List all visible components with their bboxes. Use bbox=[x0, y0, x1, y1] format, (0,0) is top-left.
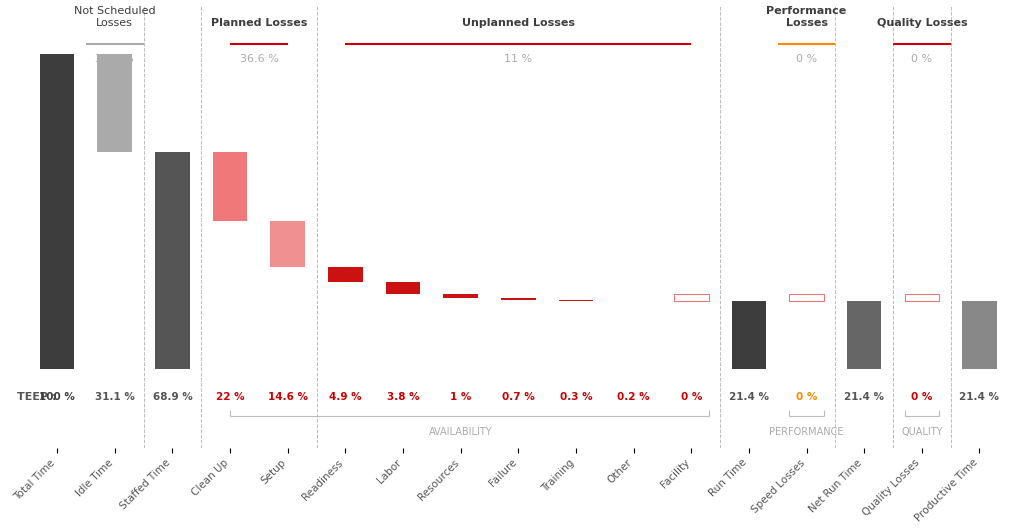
Text: Performance
Losses: Performance Losses bbox=[766, 6, 847, 29]
Bar bbox=[847, 301, 882, 369]
Text: 36.6 %: 36.6 % bbox=[240, 53, 279, 63]
Text: 0.2 %: 0.2 % bbox=[617, 392, 650, 402]
Text: 0 %: 0 % bbox=[796, 53, 817, 63]
Text: 21.4 %: 21.4 % bbox=[729, 392, 769, 402]
Bar bbox=[904, 294, 939, 301]
Text: 0 %: 0 % bbox=[796, 392, 817, 402]
Text: 0.3 %: 0.3 % bbox=[560, 392, 592, 402]
Bar bbox=[270, 221, 305, 267]
Text: TEEP :: TEEP : bbox=[16, 392, 56, 402]
Text: 4.9 %: 4.9 % bbox=[329, 392, 361, 402]
Text: 0.7 %: 0.7 % bbox=[502, 392, 535, 402]
Text: Not Scheduled
Losses: Not Scheduled Losses bbox=[74, 6, 156, 29]
Text: 21.4 %: 21.4 % bbox=[844, 392, 884, 402]
Text: 31.1 %: 31.1 % bbox=[95, 53, 134, 63]
Text: 22 %: 22 % bbox=[216, 392, 245, 402]
Text: Quality Losses: Quality Losses bbox=[877, 18, 967, 29]
Text: 3.8 %: 3.8 % bbox=[387, 392, 420, 402]
Bar bbox=[328, 267, 362, 282]
Bar bbox=[963, 301, 996, 369]
Bar bbox=[97, 53, 132, 152]
Text: Unplanned Losses: Unplanned Losses bbox=[462, 18, 574, 29]
Bar bbox=[790, 294, 824, 301]
Bar bbox=[386, 282, 420, 295]
Text: PERFORMANCE: PERFORMANCE bbox=[769, 427, 844, 437]
Bar bbox=[213, 152, 248, 221]
Bar bbox=[156, 152, 189, 369]
Text: Planned Losses: Planned Losses bbox=[211, 18, 307, 29]
Text: 68.9 %: 68.9 % bbox=[153, 392, 193, 402]
Bar bbox=[443, 295, 478, 298]
Text: AVAILABILITY: AVAILABILITY bbox=[429, 427, 493, 437]
Text: 100 %: 100 % bbox=[39, 392, 75, 402]
Bar bbox=[674, 294, 709, 301]
Bar bbox=[501, 298, 536, 300]
Text: 1 %: 1 % bbox=[450, 392, 471, 402]
Text: 11 %: 11 % bbox=[504, 53, 532, 63]
Text: 31.1 %: 31.1 % bbox=[95, 392, 135, 402]
Bar bbox=[559, 300, 593, 301]
Text: 21.4 %: 21.4 % bbox=[959, 392, 999, 402]
Bar bbox=[731, 301, 766, 369]
Bar bbox=[40, 53, 75, 369]
Text: 0 %: 0 % bbox=[911, 53, 933, 63]
Text: QUALITY: QUALITY bbox=[901, 427, 942, 437]
Text: 0 %: 0 % bbox=[681, 392, 701, 402]
Text: 14.6 %: 14.6 % bbox=[267, 392, 308, 402]
Text: 0 %: 0 % bbox=[911, 392, 933, 402]
